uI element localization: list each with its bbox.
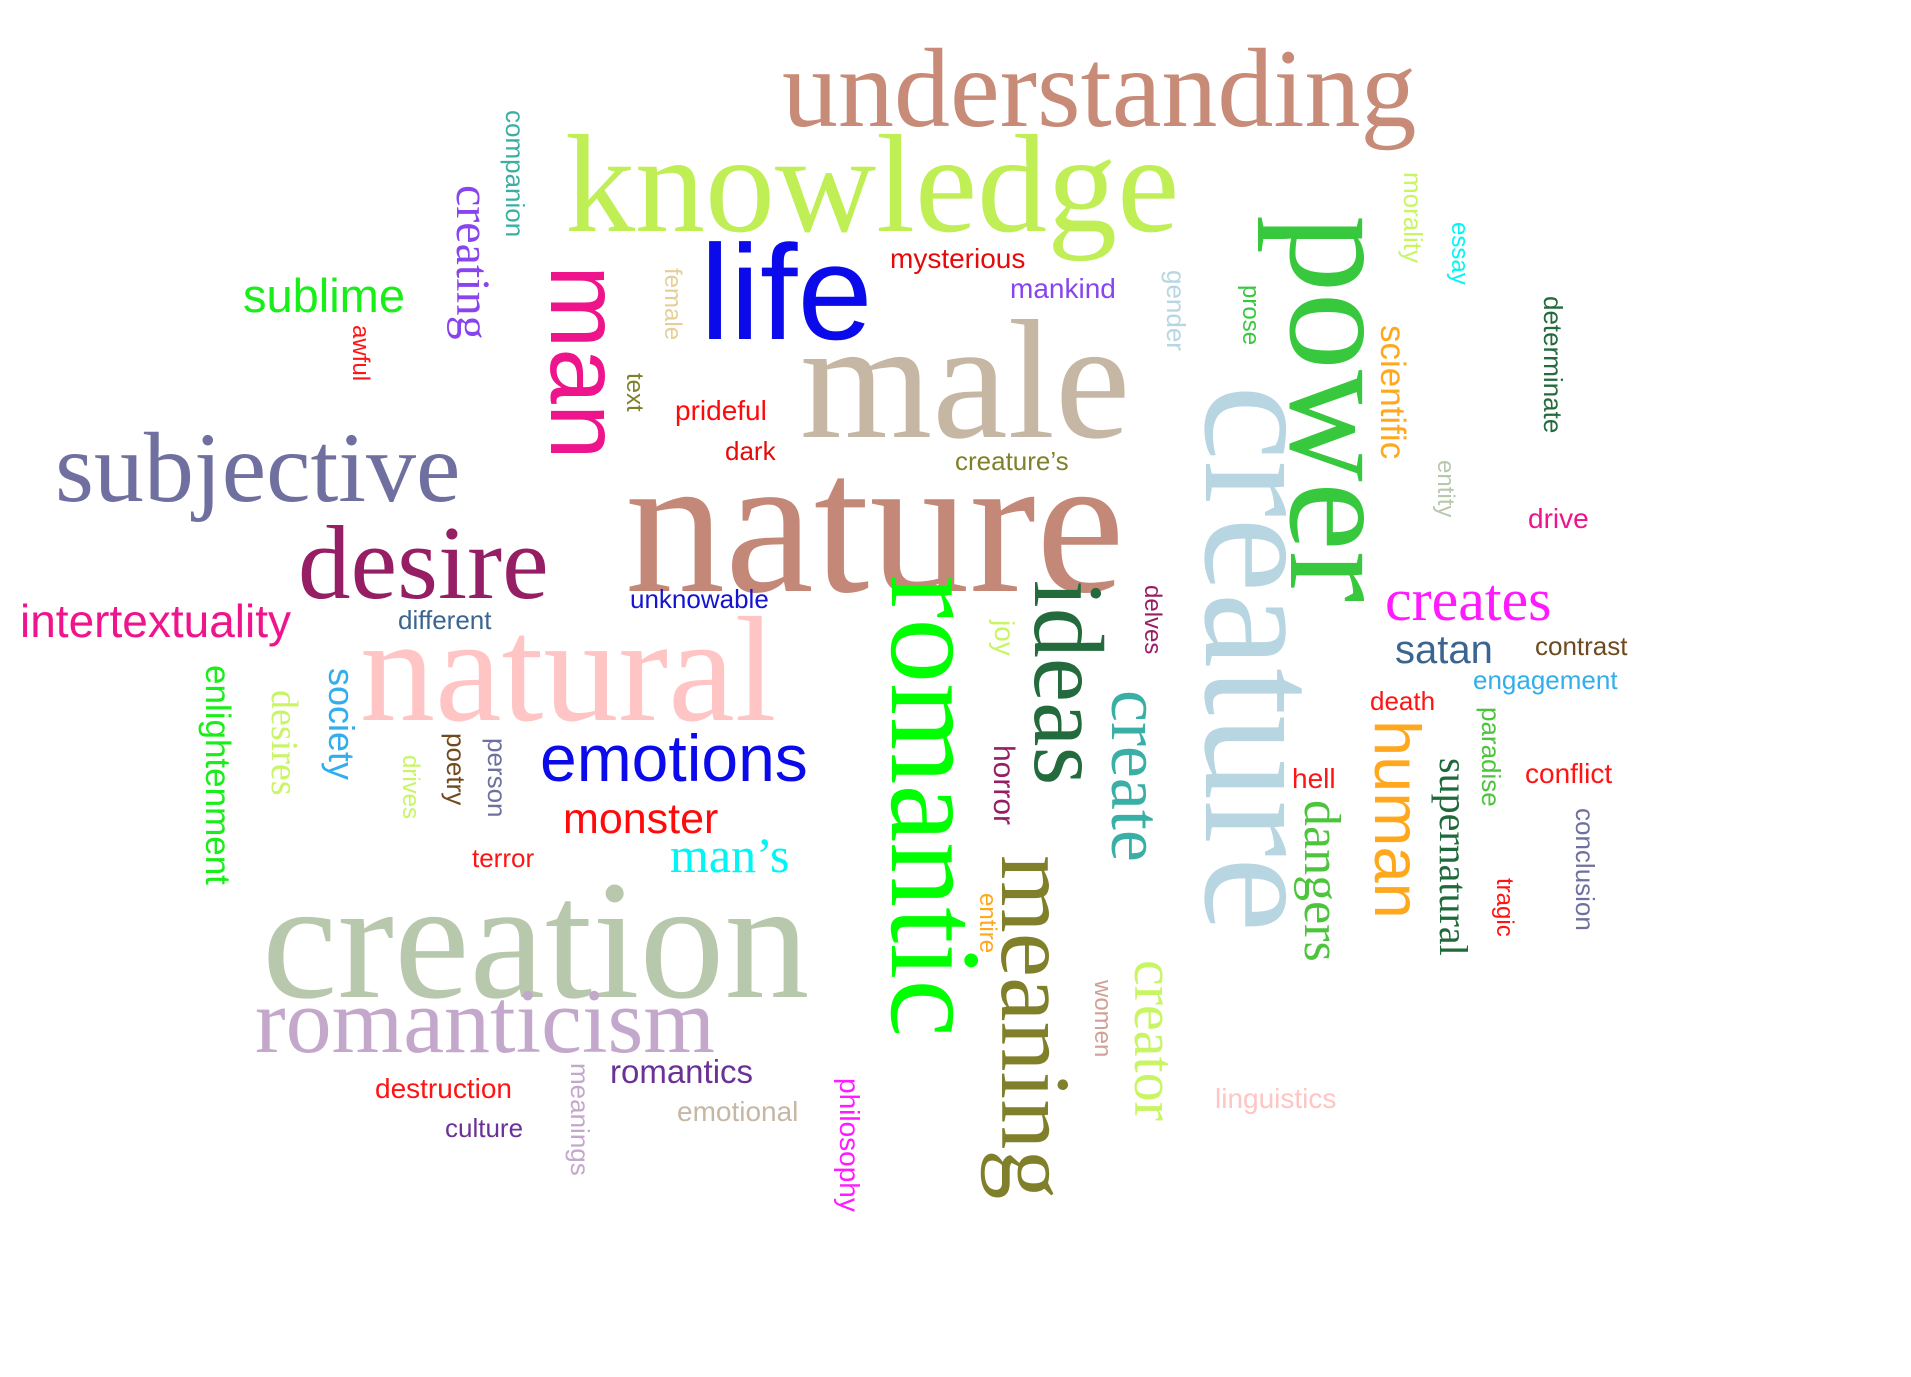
word-romantic: romantic xyxy=(863,575,1007,1038)
word-prose: prose xyxy=(1237,285,1264,346)
word-death: death xyxy=(1370,686,1436,716)
word-essay: essay xyxy=(1446,222,1473,285)
word-horror: horror xyxy=(987,745,1020,826)
word-power: power xyxy=(1257,215,1429,603)
word-different: different xyxy=(398,605,492,635)
word-unknowable: unknowable xyxy=(630,584,769,614)
word-creatures: creature’s xyxy=(955,446,1069,476)
word-companion: companion xyxy=(500,110,530,238)
word-creating: creating xyxy=(446,185,499,340)
word-women: women xyxy=(1089,980,1116,1058)
word-entire: entire xyxy=(974,893,1001,954)
word-creates: creates xyxy=(1385,567,1552,633)
word-culture: culture xyxy=(445,1113,524,1143)
word-dangers: dangers xyxy=(1293,800,1350,962)
word-nature: nature xyxy=(625,414,1125,635)
word-entity: entity xyxy=(1432,460,1459,518)
word-romanticism: romanticism xyxy=(255,970,715,1072)
word-understanding: understanding xyxy=(782,27,1417,151)
word-poetry: poetry xyxy=(441,733,471,806)
word-conclusion: conclusion xyxy=(1570,808,1600,931)
word-desire: desire xyxy=(298,504,549,621)
word-satan: satan xyxy=(1395,628,1493,672)
word-desires: desires xyxy=(263,690,305,796)
word-meaning: meaning xyxy=(980,855,1091,1200)
word-mans: man’s xyxy=(670,827,790,883)
word-subjective: subjective xyxy=(55,412,461,523)
word-morality: morality xyxy=(1398,172,1428,264)
word-dark: dark xyxy=(725,436,776,466)
word-creation: creation xyxy=(262,846,810,1034)
word-awful: awful xyxy=(347,325,374,382)
word-create: create xyxy=(1096,690,1176,862)
word-paradise: paradise xyxy=(1476,707,1506,807)
word-delves: delves xyxy=(1139,585,1166,655)
word-emotions: emotions xyxy=(540,721,808,795)
word-mysterious: mysterious xyxy=(890,243,1026,274)
word-creator: creator xyxy=(1122,960,1187,1121)
word-engagement: engagement xyxy=(1473,665,1618,695)
word-female: female xyxy=(659,268,686,341)
word-gender: gender xyxy=(1161,270,1191,351)
word-romantics: romantics xyxy=(610,1053,754,1090)
word-scientific: scientific xyxy=(1373,325,1412,460)
word-drives: drives xyxy=(397,755,424,820)
word-society: society xyxy=(321,668,362,781)
word-destruction: destruction xyxy=(375,1073,512,1104)
word-monster: monster xyxy=(563,795,719,843)
word-joy: joy xyxy=(989,620,1020,656)
word-hell: hell xyxy=(1292,763,1336,794)
word-drive: drive xyxy=(1528,503,1589,534)
word-text: text xyxy=(621,373,648,412)
word-ideas: ideas xyxy=(1013,580,1124,786)
word-mankind: mankind xyxy=(1010,273,1116,304)
word-man: man xyxy=(529,265,641,460)
word-supernatural: supernatural xyxy=(1431,758,1476,956)
word-philosophy: philosophy xyxy=(834,1078,865,1212)
word-person: person xyxy=(482,738,512,818)
word-creature: creature xyxy=(1169,385,1357,933)
word-sublime: sublime xyxy=(243,269,405,322)
word-linguistics: linguistics xyxy=(1215,1083,1337,1114)
word-terror: terror xyxy=(472,843,535,873)
word-knowledge: knowledge xyxy=(565,107,1180,262)
word-determinate: determinate xyxy=(1538,296,1568,434)
word-meanings: meanings xyxy=(565,1063,595,1176)
word-emotional: emotional xyxy=(677,1096,799,1127)
word-prideful: prideful xyxy=(675,395,767,426)
word-conflict: conflict xyxy=(1525,758,1613,789)
word-human: human xyxy=(1361,720,1434,919)
word-male: male xyxy=(800,286,1131,474)
word-tragic: tragic xyxy=(1491,878,1518,937)
word-life: life xyxy=(700,217,873,368)
word-contrast: contrast xyxy=(1535,631,1628,661)
word-intertextuality: intertextuality xyxy=(20,595,292,647)
word-natural: natural xyxy=(360,587,777,753)
word-enlightenment: enlightenment xyxy=(198,665,237,885)
